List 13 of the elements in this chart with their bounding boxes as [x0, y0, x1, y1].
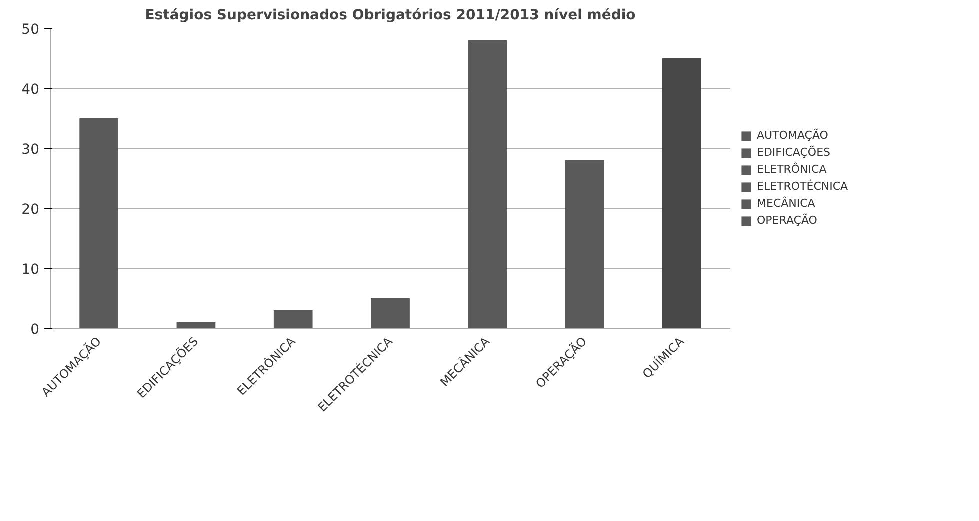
chart-title: Estágios Supervisionados Obrigatórios 2011/2013 nível médio	[145, 8, 636, 24]
y-tick-label: 30	[22, 142, 40, 158]
legend-label: MECÂNICA	[757, 197, 816, 210]
y-tick-label: 10	[22, 262, 40, 278]
legend-label: ELETRÔNICA	[757, 163, 827, 176]
legend-label: AUTOMAÇÃO	[757, 129, 828, 142]
y-tick-label: 40	[22, 82, 40, 98]
y-tick-label: 0	[30, 322, 40, 338]
legend-label: OPERAÇÃO	[757, 214, 818, 227]
y-tick-label: 50	[22, 22, 40, 38]
legend-label: ELETROTÉCNICA	[757, 180, 848, 193]
y-tick-label: 20	[22, 202, 40, 218]
legend-label: EDIFICAÇÕES	[757, 146, 831, 159]
